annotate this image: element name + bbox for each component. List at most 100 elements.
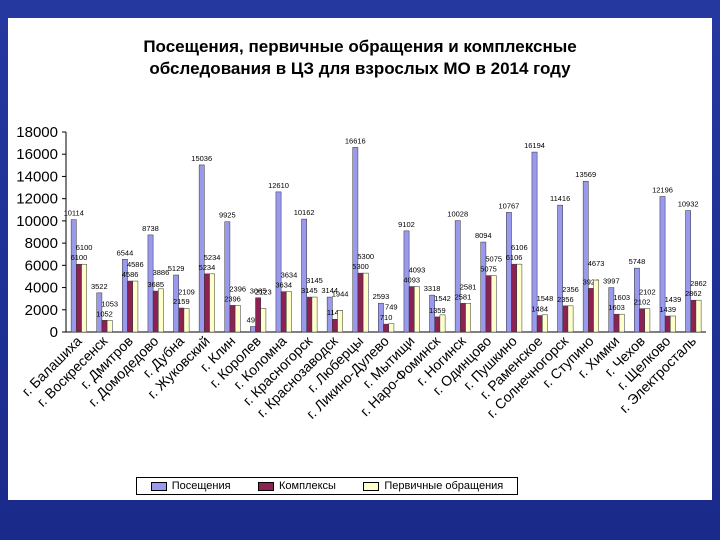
bar-primary: [158, 288, 164, 333]
legend-item-primary: Первичные обращения: [363, 480, 503, 492]
bar-visits: [326, 296, 333, 333]
data-label: 11416: [550, 194, 570, 203]
bar-complex: [152, 290, 159, 333]
bar-primary: [183, 308, 190, 333]
data-label: 10114: [64, 209, 84, 218]
data-label: 3634: [281, 271, 298, 280]
bar-complex: [408, 286, 415, 333]
data-label: 6544: [117, 248, 134, 257]
bar-complex: [127, 280, 133, 333]
data-label: 2396: [224, 294, 241, 303]
data-label: 1149: [327, 308, 343, 317]
bar-complex: [690, 299, 697, 333]
data-label: 2159: [173, 297, 190, 306]
bar-complex: [460, 303, 466, 333]
data-label: 4586: [122, 270, 139, 279]
bar-visits: [506, 212, 512, 333]
bar-visits: [378, 302, 384, 333]
y-tick-label: 16000: [16, 146, 58, 163]
bar-primary: [132, 280, 139, 333]
data-label: 8094: [475, 231, 492, 240]
data-label: 2356: [557, 295, 574, 304]
data-label: 3997: [603, 277, 620, 286]
bar-complex: [434, 316, 441, 333]
bar-primary: [286, 291, 292, 333]
legend-swatch-complex: [258, 481, 274, 491]
bar-complex: [357, 272, 364, 333]
bar-complex: [76, 263, 82, 333]
bar-primary: [439, 314, 446, 333]
bar-visits: [608, 287, 615, 333]
data-label: 12610: [268, 181, 289, 190]
data-label: 2581: [460, 282, 477, 291]
bar-primary: [593, 279, 599, 333]
bar-visits: [429, 294, 435, 333]
bar-visits: [403, 230, 410, 333]
bar-visits: [659, 196, 666, 333]
y-tick-label: 2000: [25, 302, 58, 319]
y-tick-label: 18000: [16, 124, 58, 141]
bar-primary: [209, 273, 215, 333]
data-label: 3522: [91, 282, 108, 291]
data-label: 9102: [398, 220, 415, 229]
bar-primary: [567, 305, 574, 333]
y-tick-label: 6000: [25, 257, 58, 274]
y-tick-label: 0: [50, 324, 58, 341]
bar-visits: [582, 180, 589, 333]
data-label: 491: [247, 316, 260, 325]
bar-primary: [311, 296, 318, 333]
data-label: 2593: [373, 292, 390, 301]
data-label: 749: [385, 303, 398, 312]
bar-primary: [81, 263, 87, 333]
data-label: 2581: [455, 292, 472, 301]
data-label: 3085: [250, 287, 267, 296]
data-label: 5129: [168, 264, 185, 273]
data-label: 8738: [142, 224, 159, 233]
bar-complex: [306, 296, 313, 333]
data-label: 6100: [71, 253, 88, 262]
data-label: 2102: [634, 298, 651, 307]
data-label: 2396: [229, 284, 246, 293]
chart-title-line-2: обследования в ЦЗ для взрослых МО в 2014…: [149, 59, 571, 78]
bar-primary: [490, 275, 497, 333]
data-label: 3144: [321, 286, 338, 295]
data-label: 12196: [652, 185, 673, 194]
bar-complex: [229, 305, 236, 333]
bar-complex: [639, 308, 645, 333]
bar-visits: [70, 219, 77, 333]
data-label: 13569: [575, 170, 596, 179]
chart-title-line-1: Посещения, первичные обращения и комплек…: [143, 37, 577, 56]
bar-visits: [198, 164, 205, 333]
bar-visits: [634, 267, 640, 333]
data-label: 1548: [537, 294, 554, 303]
data-label: 1603: [608, 303, 625, 312]
bar-complex: [536, 315, 543, 333]
data-label: 2102: [639, 288, 656, 297]
bar-complex: [588, 288, 594, 333]
bar-primary: [618, 313, 625, 333]
data-label: 1542: [434, 294, 451, 303]
data-label: 1603: [613, 293, 630, 302]
legend-item-complex: Комплексы: [258, 480, 336, 492]
data-label: 10162: [294, 208, 315, 217]
data-label: 4586: [127, 260, 144, 269]
legend-label-primary: Первичные обращения: [384, 480, 504, 492]
data-label: 5234: [204, 253, 221, 262]
data-label: 15036: [191, 154, 212, 163]
data-label: 5234: [199, 263, 216, 272]
bar-complex: [613, 313, 620, 333]
bar-primary: [670, 315, 676, 333]
data-label: 1484: [531, 305, 548, 314]
y-tick-label: 4000: [25, 280, 58, 297]
data-label: 3318: [424, 284, 441, 293]
y-tick-label: 12000: [16, 191, 58, 208]
bar-complex: [280, 291, 287, 333]
bar-primary: [234, 305, 241, 333]
bar-complex: [332, 318, 338, 333]
data-label: 9925: [219, 211, 236, 220]
bar-complex: [562, 305, 569, 333]
bar-visits: [531, 151, 538, 333]
bar-complex: [664, 315, 671, 333]
legend-label-complex: Комплексы: [279, 480, 336, 492]
chart-title: Посещения, первичные обращения и комплек…: [0, 36, 720, 80]
